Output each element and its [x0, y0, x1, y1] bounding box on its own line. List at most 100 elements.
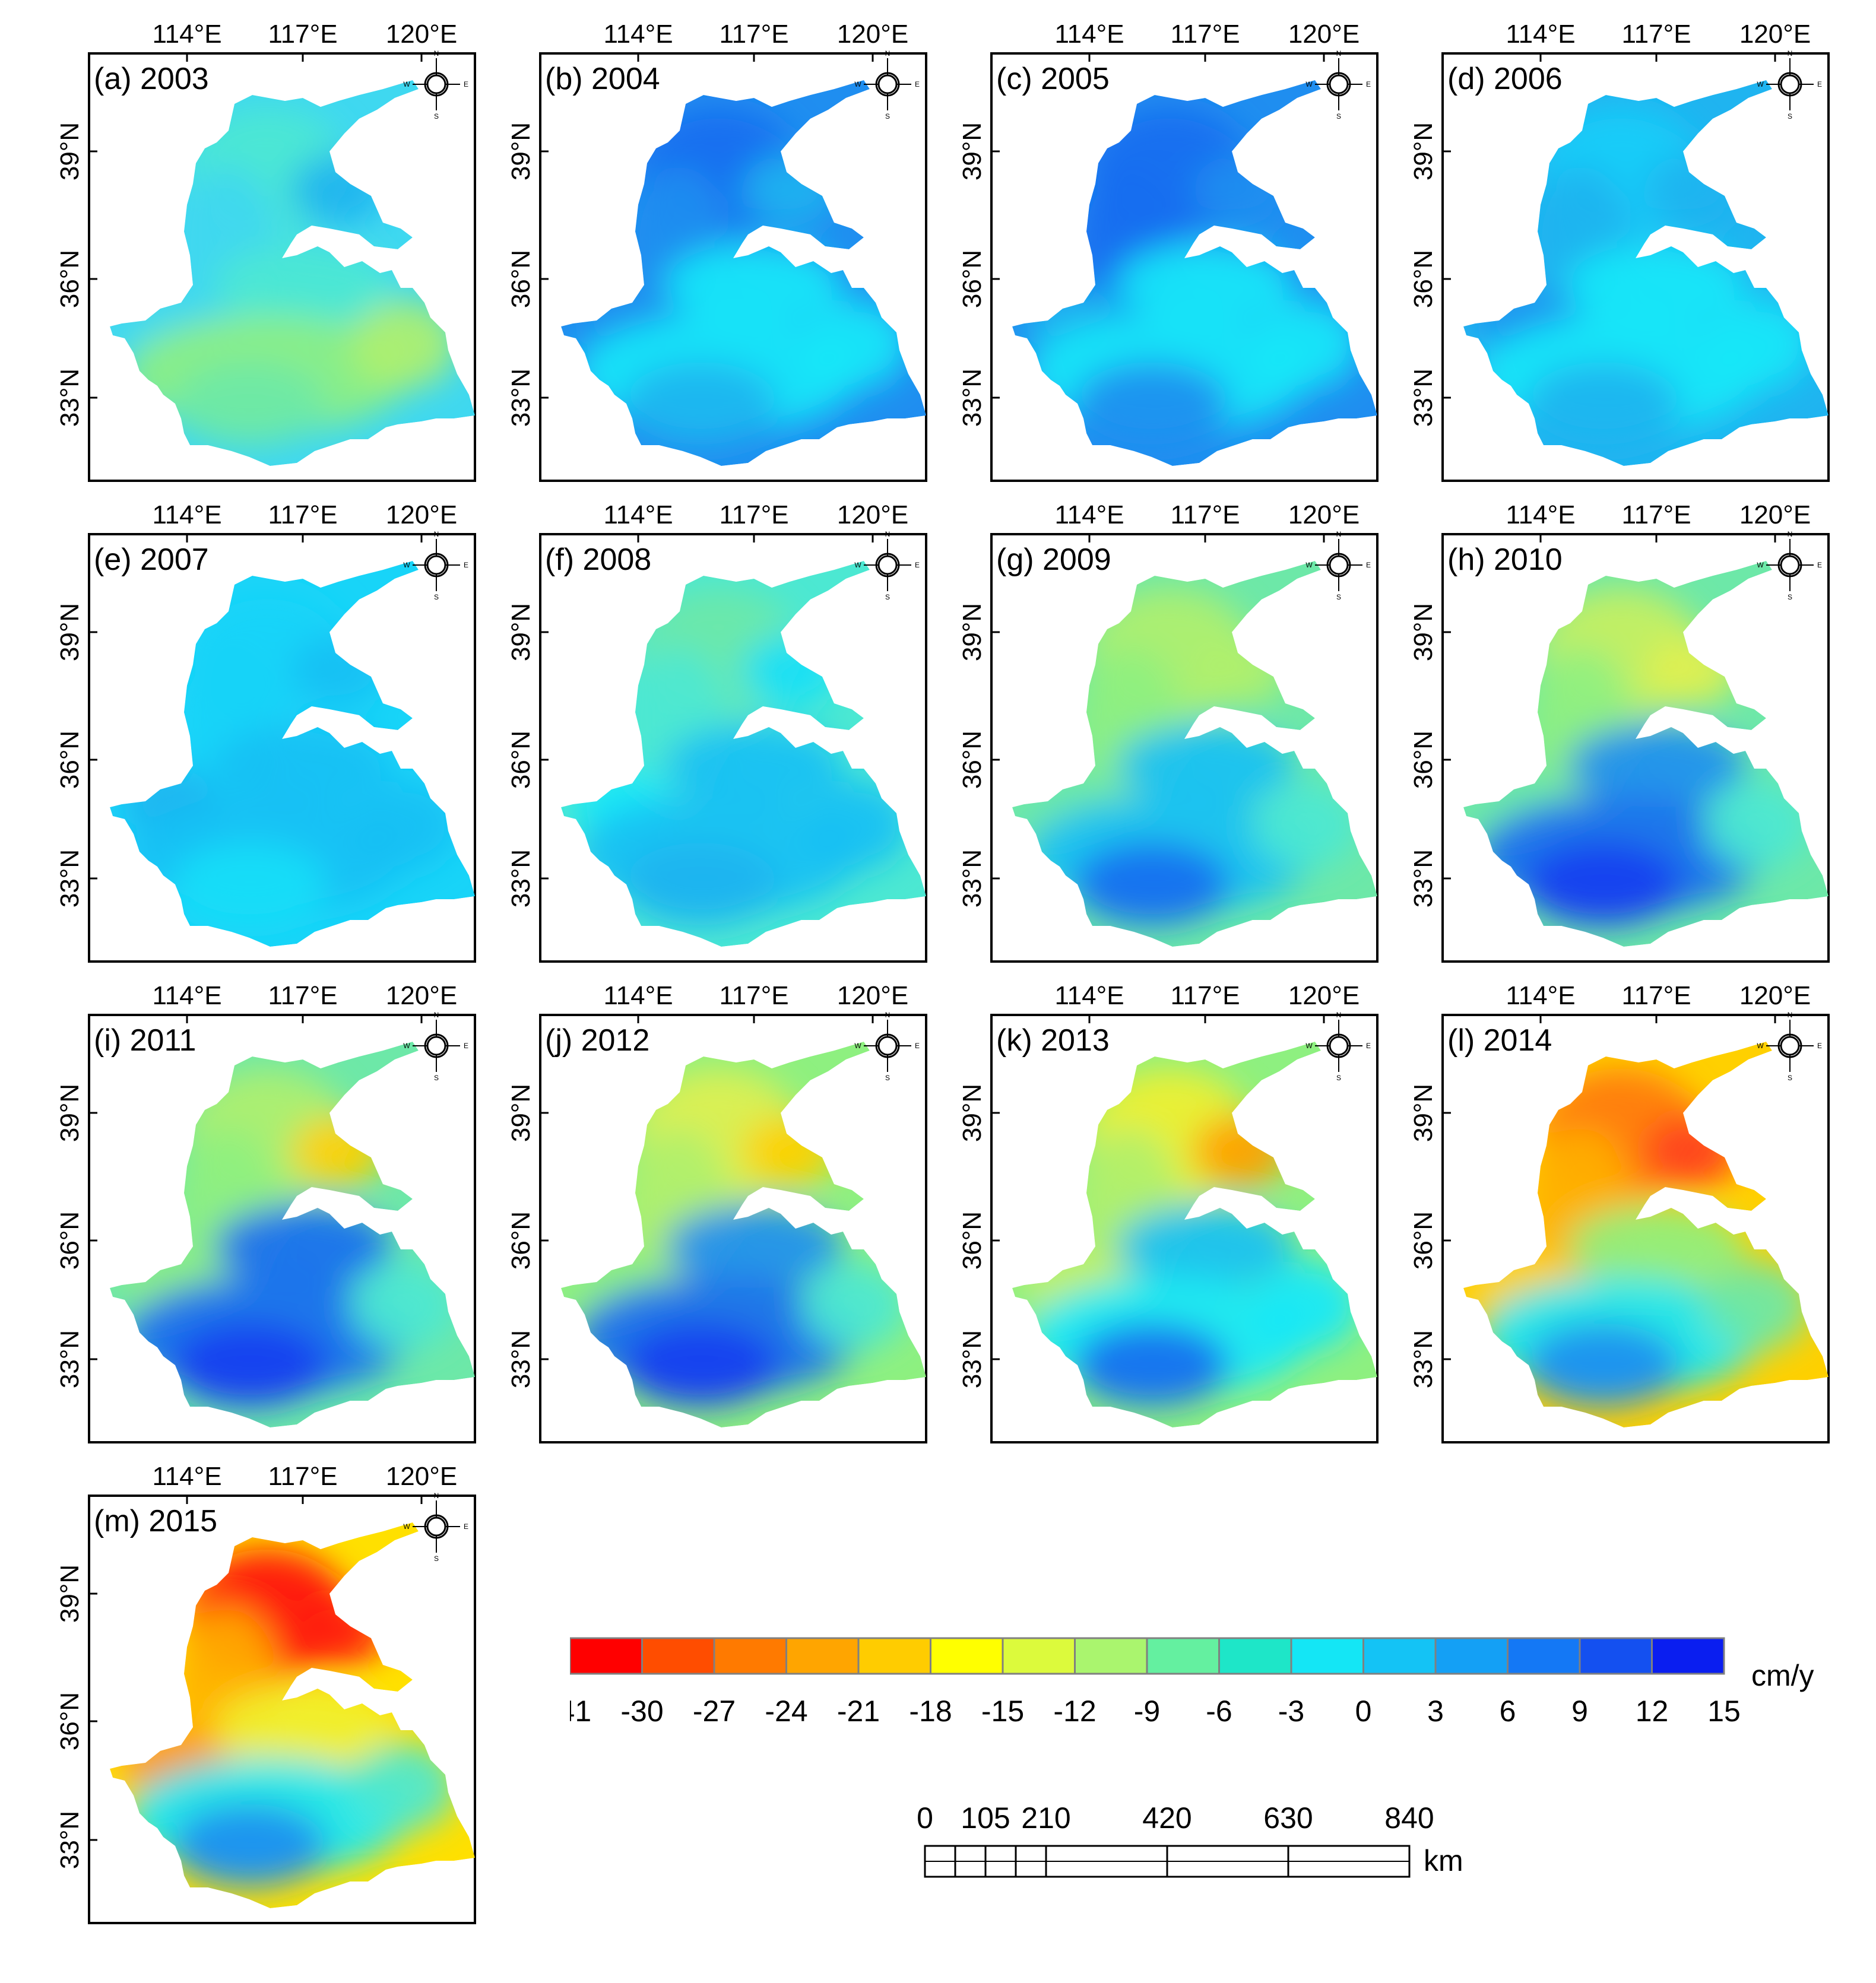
- compass-letter: N: [885, 49, 891, 58]
- subsidence-zone: [350, 1742, 457, 1831]
- map-panel-svg: 114°E 117°E 120°E 39°N 36°N 33°N N S E W (h) 2010: [1409, 500, 1830, 963]
- lon-tick-label: 120°E: [386, 981, 457, 1010]
- lon-tick-label: 117°E: [1170, 20, 1240, 49]
- lon-tick-label: 114°E: [1054, 500, 1124, 529]
- study-area: [110, 80, 475, 466]
- lon-tick-label: 120°E: [386, 500, 457, 529]
- scale-bar-tick-label: 840: [1384, 1801, 1434, 1835]
- map-region: [110, 561, 475, 947]
- lon-tick-label: 120°E: [1288, 981, 1360, 1010]
- scale-bar-unit: km: [1424, 1844, 1463, 1877]
- subsidence-zone: [623, 843, 778, 926]
- compass-icon: N S E W: [854, 49, 920, 120]
- subsidence-zone: [801, 780, 908, 870]
- study-area: [1012, 561, 1377, 947]
- compass-letter: S: [885, 593, 890, 601]
- compass-letter: W: [403, 80, 410, 88]
- lon-tick-label: 114°E: [1054, 20, 1124, 49]
- panel-label: (d) 2006: [1447, 62, 1563, 96]
- map-region: [110, 80, 475, 466]
- lat-tick-label: 39°N: [1409, 1084, 1438, 1142]
- lat-tick-label: 36°N: [958, 731, 987, 789]
- lat-tick-label: 36°N: [55, 1211, 84, 1270]
- compass-letter: N: [1336, 530, 1342, 538]
- lat-tick-label: 36°N: [55, 1692, 84, 1750]
- compass-icon: N S E W: [854, 1011, 920, 1082]
- compass-letter: N: [885, 1011, 891, 1019]
- legend-tick-label: -21: [837, 1695, 880, 1728]
- legend-tick-label: -30: [620, 1695, 663, 1728]
- lat-tick-label: 36°N: [958, 1211, 987, 1270]
- lon-tick-label: 117°E: [268, 1462, 337, 1491]
- map-panel: 114°E 117°E 120°E 39°N 36°N 33°N N S E W (c) 2005: [902, 0, 1379, 482]
- map-panel: 114°E 117°E 120°E 39°N 36°N 33°N N S E W (a) 2003: [0, 0, 476, 482]
- compass-icon: N S E W: [1757, 530, 1822, 601]
- lon-tick-label: 114°E: [152, 1462, 221, 1491]
- legend-swatch: [1074, 1637, 1148, 1675]
- compass-letter: N: [1336, 49, 1342, 58]
- study-area: [561, 561, 926, 947]
- legend-swatch: [1218, 1637, 1292, 1675]
- lat-tick-label: 36°N: [958, 250, 987, 308]
- compass-letter: S: [434, 593, 439, 601]
- subsidence-zone: [801, 1261, 908, 1350]
- lat-tick-label: 39°N: [55, 1565, 84, 1623]
- compass-letter: E: [915, 1042, 920, 1050]
- lon-tick-label: 114°E: [152, 20, 221, 49]
- compass-letter: E: [1817, 80, 1822, 88]
- map-panel: 114°E 117°E 120°E 39°N 36°N 33°N N S E W (h) 2010: [1354, 481, 1830, 963]
- lon-tick-label: 117°E: [719, 20, 788, 49]
- scale-bar-tick-label: 630: [1263, 1801, 1313, 1835]
- lat-tick-label: 33°N: [506, 849, 535, 908]
- compass-letter: W: [1757, 80, 1764, 88]
- lat-tick-label: 36°N: [506, 250, 535, 308]
- subsidence-zone: [172, 843, 327, 926]
- panel-label: (i) 2011: [94, 1023, 196, 1058]
- lat-tick-label: 33°N: [958, 849, 987, 908]
- scale-bar-tick-label: 0: [917, 1801, 933, 1835]
- lat-tick-label: 39°N: [958, 122, 987, 180]
- map-panel-svg: 114°E 117°E 120°E 39°N 36°N 33°N N S E W (m) 2015: [55, 1462, 476, 1924]
- compass-letter: E: [915, 80, 920, 88]
- map-panel-svg: 114°E 117°E 120°E 39°N 36°N 33°N N S E W (j) 2012: [506, 981, 927, 1443]
- lat-tick-label: 39°N: [55, 1084, 84, 1142]
- subsidence-zone: [350, 300, 457, 389]
- panel-label: (b) 2004: [545, 62, 660, 96]
- map-panel: 114°E 117°E 120°E 39°N 36°N 33°N N S E W (l) 2014: [1354, 962, 1830, 1443]
- subsidence-zone: [623, 1324, 778, 1407]
- compass-letter: E: [1817, 561, 1822, 569]
- compass-letter: E: [464, 1522, 468, 1531]
- lat-tick-label: 39°N: [55, 603, 84, 661]
- scale-bar-tick-label: 105: [961, 1801, 1010, 1835]
- subsidence-zone: [172, 362, 327, 445]
- scale-bar-ticks: 0 105 210 420 630 840: [917, 1801, 1434, 1835]
- subsidence-zone: [350, 780, 457, 870]
- lon-tick-label: 117°E: [719, 981, 788, 1010]
- panel-label: (j) 2012: [545, 1023, 649, 1058]
- lat-tick-label: 36°N: [506, 1211, 535, 1270]
- lon-tick-label: 117°E: [1621, 20, 1691, 49]
- panel-label: (e) 2007: [94, 542, 209, 577]
- scale-bar-boxes: [924, 1845, 1411, 1878]
- lat-tick-label: 33°N: [55, 369, 84, 427]
- map-panel: 114°E 117°E 120°E 39°N 36°N 33°N N S E W (d) 2006: [1354, 0, 1830, 482]
- subsidence-zone: [350, 1261, 457, 1350]
- lon-tick-label: 117°E: [719, 500, 788, 529]
- compass-icon: N S E W: [403, 1492, 468, 1563]
- map-panel-svg: 114°E 117°E 120°E 39°N 36°N 33°N N S E W (k) 2013: [958, 981, 1379, 1443]
- lat-tick-label: 33°N: [506, 369, 535, 427]
- compass-letter: N: [885, 530, 891, 538]
- compass-icon: N S E W: [403, 530, 468, 601]
- panel-label: (g) 2009: [996, 542, 1111, 577]
- lat-tick-label: 39°N: [55, 122, 84, 180]
- legend-swatch: [713, 1637, 787, 1675]
- compass-letter: S: [1336, 112, 1341, 120]
- subsidence-zone: [1704, 300, 1811, 389]
- lat-tick-label: 39°N: [506, 603, 535, 661]
- lat-tick-label: 33°N: [55, 849, 84, 908]
- lon-tick-label: 120°E: [837, 981, 908, 1010]
- map-region: [110, 1042, 475, 1427]
- compass-letter: E: [464, 80, 468, 88]
- subsidence-zone: [1704, 1261, 1811, 1350]
- lon-tick-label: 120°E: [1739, 20, 1811, 49]
